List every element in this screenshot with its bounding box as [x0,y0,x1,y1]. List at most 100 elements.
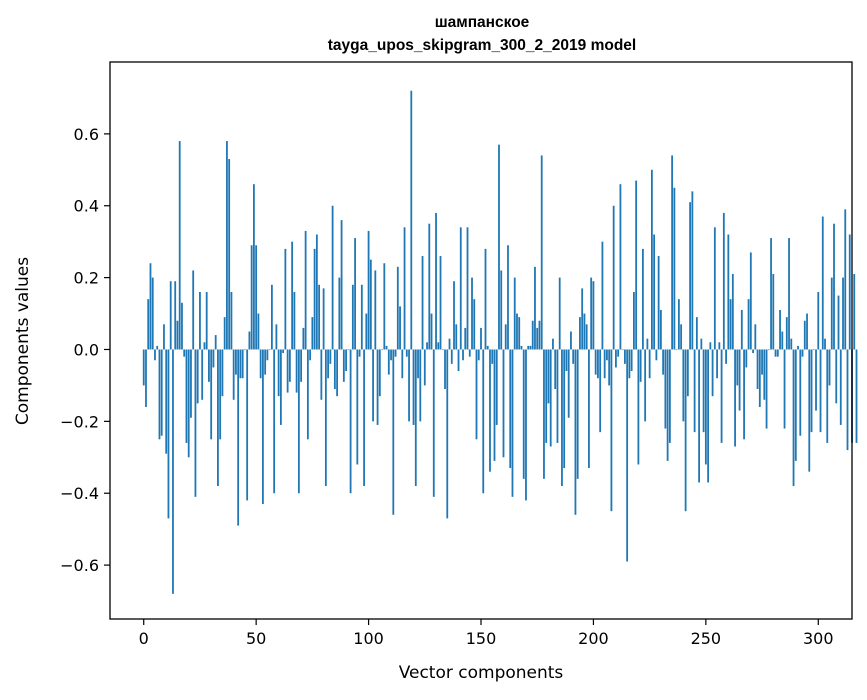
bar-70 [300,349,303,382]
bar-220 [637,349,640,465]
bar-71 [302,327,305,350]
bar-120 [412,349,415,425]
bar-170 [525,349,527,501]
bar-166 [516,313,518,350]
bar-230 [659,309,662,350]
x-tick-label: 300 [803,629,834,648]
bar-140 [457,349,460,372]
bar-276 [763,349,766,400]
bar-229 [657,256,660,350]
bar-307 [833,223,835,350]
bar-149 [477,349,480,361]
bar-123 [419,349,422,422]
bar-45 [244,349,246,351]
bar-135 [446,349,449,519]
bar-106 [381,349,383,351]
bar-32 [214,335,217,350]
bar-183 [554,349,557,390]
bar-132 [439,256,442,350]
bar-101 [369,259,372,350]
bar-145 [468,349,471,357]
bar-47 [248,331,251,350]
bar-301 [819,349,822,433]
bar-309 [837,295,840,350]
bar-13 [172,349,174,594]
bar-250 [704,349,707,465]
bar-207 [608,349,611,386]
bar-262 [731,274,734,350]
bar-165 [513,277,516,350]
bar-267 [743,349,745,440]
bar-265 [738,349,741,411]
bar-193 [576,349,579,479]
bar-273 [756,349,759,390]
bar-84 [331,205,334,350]
bar-279 [770,238,772,350]
bar-152 [484,248,487,350]
bar-160 [502,349,505,458]
bar-155 [491,349,494,364]
bar-208 [610,349,613,512]
bar-3 [149,263,152,350]
bar-91 [347,349,350,351]
bar-201 [594,349,597,375]
bar-127 [428,223,431,350]
bar-148 [475,349,478,440]
bar-29 [208,349,210,382]
x-axis-ticks: 0 50 100 150 200 250 300 [139,619,834,648]
bar-11 [167,349,170,519]
bar-137 [450,349,453,364]
bar-108 [385,345,388,350]
bar-46 [246,349,249,501]
bar-42 [237,349,240,526]
bar-264 [736,349,739,386]
bar-126 [426,342,428,350]
bar-232 [664,349,667,429]
bar-54 [264,349,267,375]
bar-50 [255,245,258,350]
bar-285 [783,349,786,429]
bar-1 [145,349,147,407]
bar-184 [556,349,559,443]
bar-118 [408,349,410,422]
bar-85 [333,349,336,390]
bar-125 [423,349,426,386]
bar-33 [217,349,219,487]
bar-19 [185,349,188,443]
bar-82 [327,349,329,379]
bar-16 [178,141,181,350]
bar-203 [599,349,602,433]
bar-17 [181,302,183,350]
bar-305 [828,349,831,386]
bar-246 [695,317,698,350]
bar-294 [803,320,806,350]
bar-26 [201,349,204,400]
bar-288 [790,338,793,350]
bar-312 [844,209,847,350]
bar-261 [729,299,732,350]
bar-115 [401,349,404,379]
bar-14 [174,281,177,350]
bar-144 [466,227,469,350]
bar-306 [830,277,833,350]
bar-212 [619,184,622,350]
bar-258 [722,212,725,350]
bar-257 [720,349,723,443]
bar-300 [817,291,820,350]
x-tick-label: 250 [691,629,722,648]
bar-104 [376,349,379,425]
bar-8 [160,349,163,436]
bar-164 [511,349,514,497]
bar-224 [646,338,649,350]
bar-241 [684,349,687,512]
bar-256 [718,342,721,350]
bar-40 [232,349,235,400]
bar-153 [486,345,489,350]
bar-80 [322,288,325,350]
bar-225 [648,349,651,379]
bar-99 [365,313,368,350]
bar-289 [792,349,795,487]
bar-57 [270,284,273,350]
bar-93 [351,284,354,350]
bar-30 [210,349,213,440]
